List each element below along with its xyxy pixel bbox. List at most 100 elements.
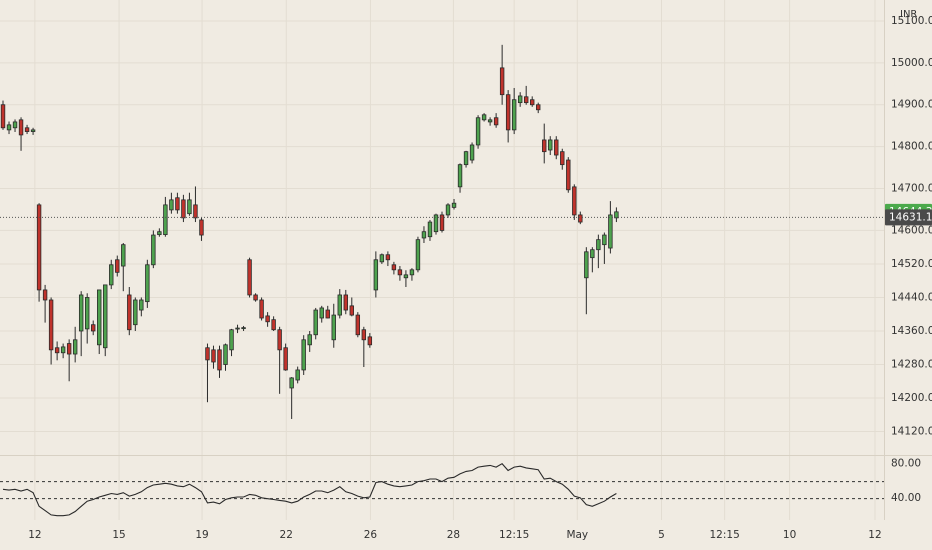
candle-body [187,199,192,215]
candle-body [475,117,481,146]
candle-body [397,269,403,276]
candle-body [133,299,138,326]
candle-body [115,259,120,273]
candle-body [223,344,228,365]
y-tick-label: 14440.00 [891,291,932,303]
x-tick-label: 12 [28,529,41,541]
x-tick-label: May [566,529,588,541]
candle-body [199,219,204,236]
rsi-tick-label: 80.00 [891,458,921,470]
y-tick-label: 14600.00 [891,224,932,236]
candle-body [517,95,523,104]
candle-body [265,315,270,323]
candle-body [103,284,108,349]
candle-body [349,305,355,316]
candle-body [78,294,84,332]
y-tick-label: 14200.00 [891,392,932,404]
candle-body [578,214,583,223]
y-tick-label: 14520.00 [891,258,932,270]
candle-body [277,329,282,351]
y-tick-label: 15100.00 [891,15,932,27]
x-tick-label: 22 [280,529,293,541]
y-tick-label: 14900.00 [891,99,932,111]
candle-body [6,124,12,131]
candle-body [30,129,36,132]
candle-body [217,349,222,371]
candle-body [18,119,24,136]
candle-body [536,104,541,111]
x-tick-label: 15 [112,529,125,541]
candle-body [481,114,487,121]
candle-body [295,369,300,381]
x-tick-label: 10 [783,529,796,541]
candle-body [511,99,517,131]
candle-body [319,307,324,319]
candle-body [530,99,535,106]
rsi-tick-label: 40.00 [891,492,921,504]
candle-body [241,327,246,330]
candle-body [463,151,469,166]
candle-body [403,274,409,279]
candle-body [313,309,318,336]
x-tick-label: 5 [658,529,665,541]
rsi-line [2,463,617,517]
candle-body [0,104,6,129]
candle-body [259,299,264,319]
candle-body [145,264,150,303]
candle-body [175,197,180,211]
candle-body [151,234,156,266]
candle-body [457,164,463,188]
x-tick-label: 19 [195,529,208,541]
candle-body [163,204,168,236]
y-tick-label: 14800.00 [891,141,932,153]
candle-body [337,294,342,316]
candle-body [181,199,186,219]
candle-body [493,117,499,126]
candle-body [72,339,78,355]
candle-body [235,327,240,330]
candle-body [169,199,174,211]
candle-body [271,319,276,331]
candle-body [379,254,385,263]
candle-body [24,127,30,132]
price-marker-box [885,209,932,226]
candle-body [331,314,336,341]
candle-body [505,94,511,131]
candle-body [42,289,48,301]
price-marker-label: 14631.10 [889,211,932,223]
candle-body [127,294,132,331]
candle-body [523,96,529,104]
candle-body [139,299,144,311]
candle-body [301,339,306,371]
candle-body [54,347,60,354]
candle-body [48,299,54,351]
x-tick-label: 28 [447,529,460,541]
x-tick-label: 26 [364,529,378,541]
x-tick-label: 12:15 [710,529,740,541]
candle-body [12,121,18,129]
candle-body [253,294,258,301]
candle-body [499,67,505,96]
grid [0,0,884,520]
candle-body [36,204,42,291]
candle-body [596,239,601,251]
candle-body [415,239,421,271]
y-tick-label: 14360.00 [891,325,932,337]
candle-body [427,221,433,238]
y-tick-label: 14700.00 [891,183,932,195]
candle-body [608,214,613,249]
candle-body [91,324,96,332]
candle-body [554,139,559,156]
candle-body [307,334,312,346]
candle-body [421,231,427,239]
x-tick-label: 12:15 [499,529,529,541]
y-tick-label: 15000.00 [891,57,932,69]
candle-body [60,346,66,354]
candle-body [445,204,451,216]
candle-body [283,347,288,371]
candle-body [121,244,126,267]
candle-body [566,159,571,191]
